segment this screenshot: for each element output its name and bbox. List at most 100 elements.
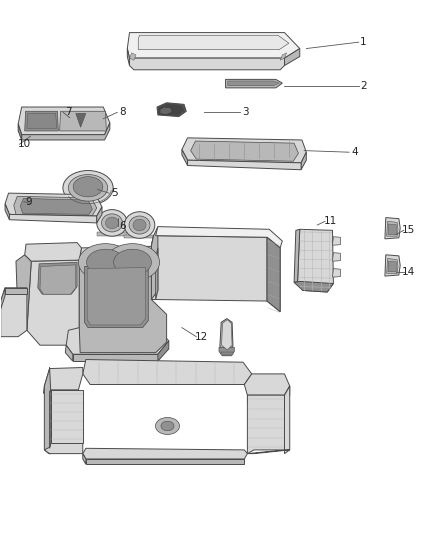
Ellipse shape (73, 176, 103, 197)
Polygon shape (83, 360, 252, 384)
Text: 6: 6 (119, 221, 125, 231)
Polygon shape (5, 193, 102, 216)
Polygon shape (385, 217, 400, 239)
Polygon shape (157, 103, 186, 117)
Polygon shape (14, 196, 97, 215)
Polygon shape (87, 268, 146, 325)
Polygon shape (127, 33, 300, 58)
Polygon shape (76, 114, 86, 127)
Ellipse shape (97, 209, 127, 236)
Polygon shape (332, 253, 340, 261)
Ellipse shape (124, 212, 155, 238)
Polygon shape (44, 368, 51, 454)
Polygon shape (388, 224, 396, 235)
Ellipse shape (68, 174, 108, 201)
Polygon shape (60, 111, 106, 131)
Ellipse shape (133, 219, 146, 231)
Ellipse shape (78, 244, 133, 281)
Polygon shape (66, 326, 169, 354)
Polygon shape (332, 269, 340, 277)
Polygon shape (267, 237, 280, 312)
Polygon shape (158, 104, 184, 116)
Polygon shape (297, 229, 333, 292)
Polygon shape (151, 236, 280, 260)
Polygon shape (155, 227, 283, 248)
Polygon shape (182, 138, 306, 163)
Polygon shape (25, 111, 58, 131)
Polygon shape (79, 259, 166, 353)
Polygon shape (5, 288, 27, 294)
Polygon shape (86, 459, 244, 464)
Polygon shape (73, 354, 158, 361)
Polygon shape (332, 237, 340, 245)
Polygon shape (27, 260, 79, 345)
Polygon shape (20, 198, 92, 214)
Polygon shape (221, 352, 233, 356)
Polygon shape (127, 49, 130, 66)
Polygon shape (44, 443, 83, 454)
Polygon shape (191, 141, 298, 161)
Text: 15: 15 (402, 225, 416, 236)
Polygon shape (130, 58, 285, 70)
Ellipse shape (129, 216, 150, 234)
Polygon shape (18, 107, 110, 135)
Polygon shape (1, 288, 5, 309)
Polygon shape (244, 374, 290, 395)
Text: 14: 14 (402, 267, 416, 277)
Text: 2: 2 (360, 81, 367, 91)
Polygon shape (51, 390, 83, 443)
Polygon shape (301, 152, 306, 169)
Polygon shape (247, 395, 285, 454)
Text: 12: 12 (195, 332, 208, 342)
Text: 9: 9 (26, 197, 32, 207)
Polygon shape (21, 123, 110, 140)
Polygon shape (27, 114, 57, 128)
Polygon shape (285, 49, 300, 66)
Ellipse shape (161, 421, 174, 431)
Ellipse shape (102, 214, 123, 232)
Polygon shape (85, 265, 148, 328)
Polygon shape (49, 390, 51, 448)
Polygon shape (267, 237, 280, 312)
Polygon shape (25, 243, 81, 261)
Polygon shape (1, 288, 27, 337)
Polygon shape (40, 265, 76, 294)
Text: 1: 1 (360, 37, 367, 47)
Polygon shape (151, 227, 158, 300)
Polygon shape (182, 150, 187, 165)
Text: 5: 5 (111, 188, 117, 198)
Polygon shape (158, 341, 169, 361)
Polygon shape (280, 53, 287, 60)
Polygon shape (65, 345, 73, 361)
Polygon shape (294, 281, 333, 292)
Polygon shape (97, 232, 127, 236)
Text: 11: 11 (324, 216, 337, 227)
Polygon shape (294, 229, 300, 282)
Polygon shape (79, 246, 151, 269)
Polygon shape (187, 160, 301, 169)
Polygon shape (10, 214, 97, 223)
Polygon shape (151, 236, 267, 301)
Polygon shape (160, 107, 172, 115)
Polygon shape (219, 348, 234, 356)
Polygon shape (387, 221, 398, 236)
Text: 8: 8 (119, 107, 125, 117)
Polygon shape (44, 368, 83, 390)
Polygon shape (124, 235, 155, 238)
Polygon shape (285, 386, 290, 454)
Polygon shape (222, 320, 232, 350)
Polygon shape (220, 319, 233, 352)
Polygon shape (387, 259, 398, 273)
Polygon shape (130, 53, 136, 60)
Polygon shape (138, 35, 289, 50)
Polygon shape (97, 207, 102, 223)
Ellipse shape (155, 417, 180, 434)
Polygon shape (83, 454, 86, 464)
Polygon shape (83, 448, 247, 459)
Polygon shape (38, 262, 77, 294)
Text: 3: 3 (242, 107, 248, 117)
Ellipse shape (106, 244, 159, 281)
Polygon shape (247, 450, 290, 454)
Polygon shape (43, 386, 49, 397)
Polygon shape (228, 81, 279, 86)
